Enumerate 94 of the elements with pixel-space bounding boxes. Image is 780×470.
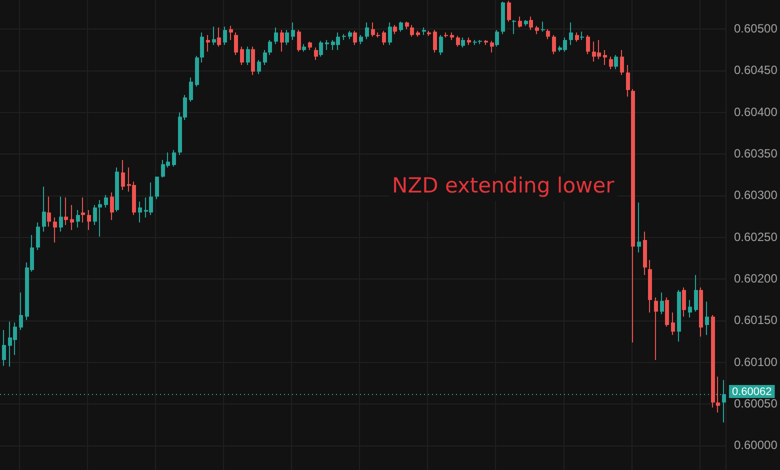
candlestick [240, 46, 244, 66]
candlestick [19, 292, 23, 330]
candlestick [234, 32, 238, 56]
y-tick-label: 0.60300 [734, 188, 778, 202]
candlestick [660, 292, 664, 315]
candlestick [456, 35, 460, 48]
candlestick [393, 24, 397, 35]
candlestick [319, 40, 323, 58]
candlestick [285, 30, 289, 46]
candlestick [569, 22, 573, 46]
candlestick [637, 202, 641, 253]
candlestick [217, 27, 221, 48]
ref-line-label: 0.60062 [732, 386, 772, 398]
candlestick [626, 64, 630, 98]
candlestick [36, 222, 40, 250]
y-tick-label: 0.60500 [734, 21, 778, 36]
candlestick [705, 301, 709, 336]
candlestick [138, 201, 142, 223]
candlestick [671, 312, 675, 336]
y-tick-label: 0.60350 [734, 146, 778, 160]
candlestick [291, 22, 295, 40]
y-tick-label: 0.60000 [734, 438, 778, 452]
candlestick [439, 34, 443, 56]
candlestick [603, 50, 607, 66]
candlestick [189, 77, 193, 102]
y-tick-label: 0.60400 [734, 104, 778, 119]
candlestick [575, 32, 579, 42]
candlestick [263, 50, 267, 66]
candlestick [410, 24, 414, 38]
candlestick [716, 376, 720, 413]
candlestick [359, 34, 363, 45]
candlestick [495, 30, 499, 48]
candlestick [388, 22, 392, 46]
candlestick [541, 21, 545, 32]
y-tick-label: 0.60100 [734, 354, 778, 369]
candlestick [87, 210, 91, 230]
candlestick [206, 34, 210, 52]
y-tick-label: 0.60450 [734, 63, 778, 78]
candlestick [490, 40, 494, 53]
candlestick [586, 34, 590, 55]
candlestick [614, 54, 618, 70]
candlestick [609, 56, 613, 70]
candlestick [620, 50, 624, 76]
candlestick [580, 31, 584, 40]
candlestick [688, 300, 692, 318]
candlestick [280, 30, 284, 52]
candlestick [42, 186, 46, 232]
candlestick [654, 297, 658, 360]
candlestick [461, 37, 465, 48]
candlestick [552, 34, 556, 55]
candlestick [512, 20, 516, 35]
candlestick [257, 60, 261, 75]
candlestick [274, 27, 278, 45]
candlestick [47, 196, 51, 228]
y-tick-label: 0.60050 [734, 396, 778, 410]
candlestick [2, 330, 6, 366]
candlestick [212, 26, 216, 46]
candlestick [251, 46, 255, 76]
candlestick [76, 210, 80, 228]
candlestick [371, 22, 375, 38]
candlestick [93, 204, 97, 226]
candlestick [53, 217, 57, 243]
candlestick [200, 32, 204, 63]
y-tick-label: 0.60250 [734, 230, 778, 244]
candlestick [98, 200, 102, 238]
candlestick [518, 16, 522, 28]
candlestick [223, 26, 227, 46]
candlestick [110, 192, 114, 220]
candlestick [682, 287, 686, 318]
candlestick [81, 197, 85, 223]
candlestick [64, 197, 68, 226]
candlestick [297, 30, 301, 52]
annotation: NZD extending lower [392, 173, 615, 198]
candlestick [433, 30, 437, 53]
candlestick [546, 28, 550, 40]
y-tick-label: 0.60150 [734, 313, 778, 328]
candlestick [268, 40, 272, 56]
candlestick [694, 274, 698, 312]
candlestick [314, 47, 318, 60]
candlestick [399, 21, 403, 32]
candlestick [507, 0, 511, 22]
candlestick [70, 204, 74, 230]
candlestick [104, 194, 108, 208]
candlestick [365, 22, 369, 40]
candlestick [529, 16, 533, 30]
candlestick [155, 176, 159, 200]
candlestick [382, 30, 386, 46]
candlestick [353, 30, 357, 46]
candlestick [172, 150, 176, 168]
candlestick [246, 46, 250, 66]
candlestick [229, 25, 233, 40]
candlestick [59, 196, 63, 232]
y-tick-label: 0.60200 [734, 271, 778, 286]
candlestick [121, 160, 125, 190]
